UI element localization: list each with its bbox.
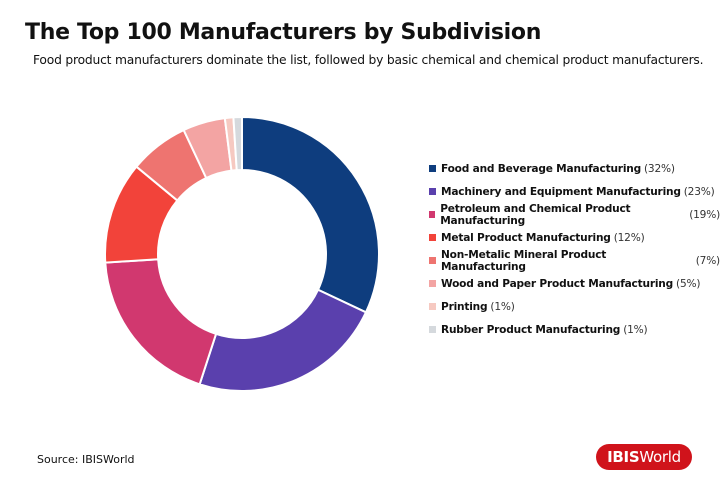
donut-slice [198,288,368,392]
chart-title: The Top 100 Manufacturers by Subdivision [25,20,542,45]
legend-percent: (12%) [613,231,645,244]
legend-item: Metal Product Manufacturing (12%) [429,226,720,249]
legend-swatch [429,234,436,241]
legend-percent: (32%) [643,162,675,175]
legend-item: Machinery and Equipment Manufacturing (23… [429,180,720,203]
legend-percent: (1%) [490,300,515,313]
legend-label: Food and Beverage Manufacturing [441,162,641,175]
legend-label: Petroleum and Chemical Product Manufactu… [440,202,631,227]
legend-swatch [429,280,436,287]
legend-swatch [429,165,436,172]
chart-subtitle: Food product manufacturers dominate the … [33,53,704,67]
legend: Food and Beverage Manufacturing (32%) Mach… [429,157,720,341]
legend-label: Printing [441,300,488,313]
legend-percent: (7%) [695,254,720,267]
donut-slice [104,258,218,386]
legend-swatch [429,257,436,264]
legend-swatch [429,326,436,333]
legend-percent: (19%) [689,208,720,221]
legend-percent: (23%) [683,185,715,198]
legend-percent: (5%) [676,277,701,290]
legend-swatch [429,303,436,310]
legend-item: Wood and Paper Product Manufacturing (5%) [429,272,720,295]
ibisworld-logo: IBIS World [596,444,692,470]
donut-slice [232,115,243,172]
source-note: Source: IBISWorld [37,453,135,466]
legend-label: Non-Metalic Mineral Product Manufacturin… [440,248,607,273]
legend-label: Metal Product Manufacturing [441,231,611,244]
legend-label: Rubber Product Manufacturing [441,323,621,336]
donut-slice [241,115,380,314]
legend-item: Printing (1%) [429,295,720,318]
legend-percent: (1%) [623,323,648,336]
legend-item: Food and Beverage Manufacturing (32%) [429,157,720,180]
legend-swatch [429,188,436,195]
legend-item: Non-Metalic Mineral Product Manufacturin… [429,248,720,273]
legend-item: Petroleum and Chemical Product Manufactu… [429,202,720,227]
legend-label: Machinery and Equipment Manufacturing [441,185,681,198]
legend-item: Rubber Product Manufacturing (1%) [429,318,720,341]
legend-label: Wood and Paper Product Manufacturing [441,277,674,290]
legend-swatch [429,211,436,218]
